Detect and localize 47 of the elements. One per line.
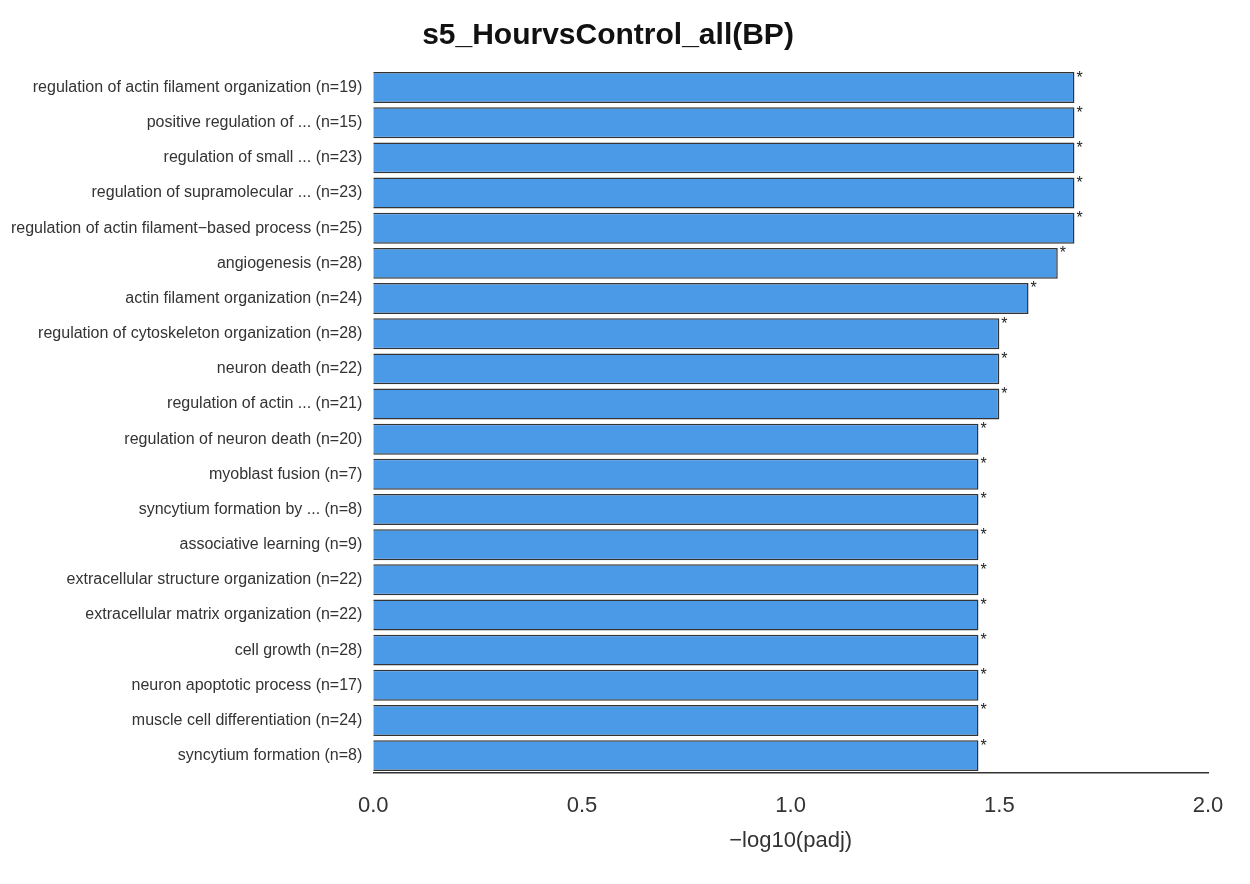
data-label: * bbox=[980, 736, 987, 754]
data-label: * bbox=[1001, 349, 1008, 367]
data-label: * bbox=[1076, 174, 1083, 191]
y-tick-label: associative learning (n=9) bbox=[179, 535, 363, 553]
y-tick-label: angiogenesis (n=28) bbox=[216, 253, 363, 271]
y-tick-label: extracellular structure organization (n=22) bbox=[66, 570, 363, 588]
x-tick-label: 1.5 bbox=[984, 792, 1015, 818]
y-tick-label: actin filament organization (n=24) bbox=[125, 288, 363, 306]
data-label: * bbox=[980, 560, 987, 578]
data-label: * bbox=[1001, 384, 1008, 402]
y-tick-label: neuron apoptotic process (n=17) bbox=[131, 675, 363, 693]
y-tick-label: regulation of small ... (n=23) bbox=[163, 148, 363, 166]
y-tick-label: syncytium formation by ... (n=8) bbox=[138, 499, 363, 517]
data-label: * bbox=[1076, 138, 1083, 156]
data-label: * bbox=[1001, 314, 1008, 332]
y-tick-label: cell growth (n=28) bbox=[234, 640, 363, 658]
data-label: * bbox=[980, 631, 987, 649]
x-axis-title: −log10(padj) bbox=[729, 826, 853, 852]
data-label: * bbox=[980, 490, 987, 508]
data-label: * bbox=[1076, 103, 1083, 121]
data-label: * bbox=[980, 420, 987, 438]
data-label: * bbox=[1076, 209, 1083, 227]
data-label: * bbox=[980, 525, 987, 543]
y-tick-label: extracellular matrix organization (n=22) bbox=[85, 605, 363, 623]
y-tick-label: myoblast fusion (n=7) bbox=[208, 464, 363, 482]
data-label: * bbox=[980, 595, 987, 613]
y-tick-label: positive regulation of ... (n=15) bbox=[146, 113, 363, 131]
y-tick-label: neuron death (n=22) bbox=[216, 359, 363, 377]
y-tick-label: regulation of actin ... (n=21) bbox=[167, 394, 363, 412]
data-label: * bbox=[980, 666, 987, 684]
y-tick-label: syncytium formation (n=8) bbox=[177, 746, 363, 764]
x-tick-label: 0.0 bbox=[358, 792, 389, 818]
y-tick-label: regulation of actin filament−based process (n=25) bbox=[10, 218, 363, 236]
data-label: * bbox=[980, 701, 987, 719]
data-label: * bbox=[1059, 244, 1066, 262]
chart-title: s5_HourvsControl_all(BP) bbox=[422, 17, 794, 51]
x-tick-label: 2.0 bbox=[1192, 792, 1224, 818]
y-tick-label: regulation of cytoskeleton organization (n=28) bbox=[38, 324, 363, 342]
x-tick-label: 1.0 bbox=[775, 792, 806, 818]
y-tick-label: muscle cell differentiation (n=24) bbox=[131, 710, 363, 728]
y-tick-label: regulation of actin filament organization (n=19) bbox=[32, 77, 363, 95]
data-label: * bbox=[980, 455, 987, 473]
data-label: * bbox=[1076, 68, 1083, 86]
x-tick-label: 0.5 bbox=[566, 792, 598, 818]
y-tick-label: regulation of supramolecular ... (n=23) bbox=[91, 183, 363, 201]
y-tick-label: regulation of neuron death (n=20) bbox=[124, 429, 363, 447]
data-label: * bbox=[1030, 279, 1037, 297]
